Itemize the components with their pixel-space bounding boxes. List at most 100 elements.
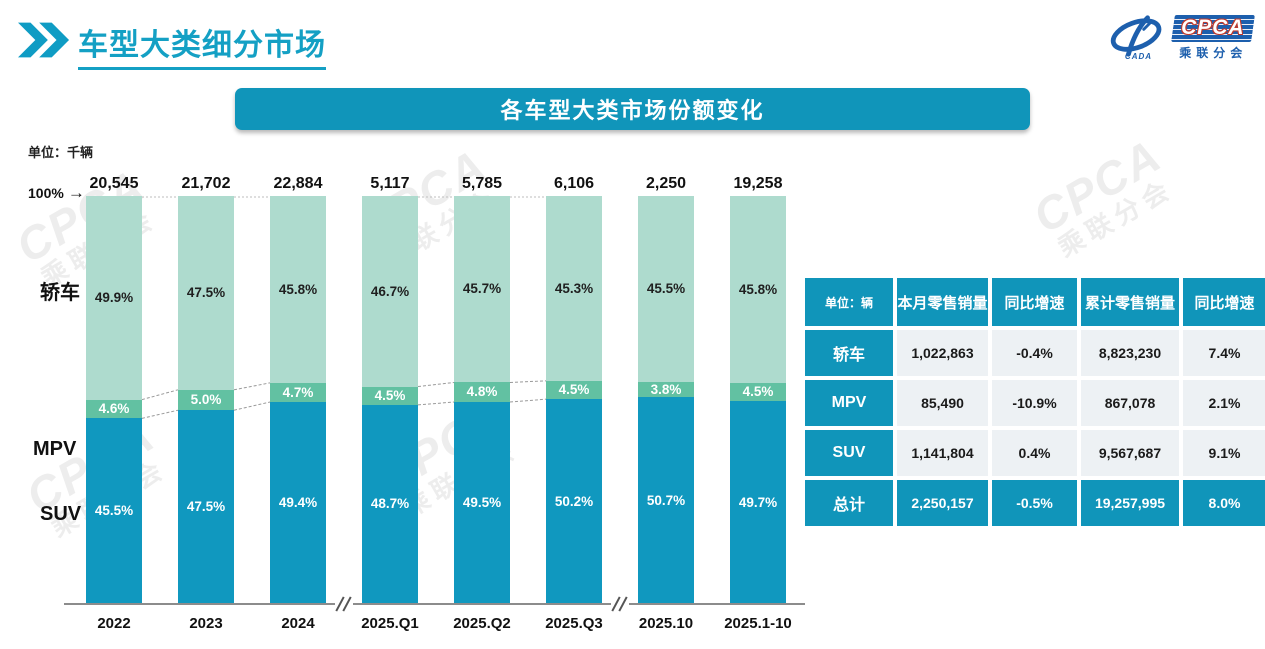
table-cell: 8.0%: [1183, 480, 1265, 526]
segment-percent-label: 45.5%: [646, 281, 686, 297]
table-cell: 1,141,804: [897, 430, 988, 476]
bar-segment-sedan: 46.7%: [362, 196, 418, 387]
cpca-chinese-name: 乘联分会: [1179, 45, 1248, 60]
bar-group: 19,258 45.8% 4.5% 49.7% 2025.1-10: [712, 170, 804, 632]
bar-segment-suv: 45.5%: [86, 418, 142, 604]
segment-percent-label: 49.7%: [738, 494, 778, 510]
segment-percent-label: 45.8%: [738, 281, 778, 297]
table-cell: 9,567,687: [1081, 430, 1179, 476]
stacked-bar: 49.9% 4.6% 45.5%: [86, 196, 142, 604]
x-axis-label: 2025.Q2: [453, 615, 511, 632]
emblem-icon: [1111, 15, 1162, 57]
segment-percent-label: 4.8%: [466, 384, 498, 400]
chart-title-banner: 各车型大类市场份额变化: [235, 88, 1030, 130]
page-header: 车型大类细分市场: [18, 20, 326, 70]
segment-percent-label: 50.7%: [646, 492, 686, 508]
bar-total-label: 5,117: [370, 175, 410, 192]
cpca-flag: CPCA: [1171, 14, 1255, 42]
axis-break-mark: [611, 596, 629, 612]
segment-percent-label: 45.7%: [462, 281, 502, 297]
bar-segment-mpv: 5.0%: [178, 389, 234, 411]
bar-segment-suv: 49.7%: [730, 401, 786, 604]
cada-text: CADA: [1124, 52, 1153, 61]
bar-segment-mpv: 4.5%: [546, 380, 602, 400]
double-chevron-icon: [18, 22, 70, 58]
bars-row: 20,545 49.9% 4.6% 45.5% 2022 21,702 47.5% 5.0% 4…: [68, 170, 804, 632]
bar-segment-suv: 47.5%: [178, 410, 234, 604]
table-cell: 9.1%: [1183, 430, 1265, 476]
bar-group: 20,545 49.9% 4.6% 45.5% 2022: [68, 170, 160, 632]
x-axis-label: 2025.1-10: [724, 615, 792, 632]
table-row-header: 轿车: [805, 330, 893, 376]
stacked-bar-chart: 20,545 49.9% 4.6% 45.5% 2022 21,702 47.5% 5.0% 4…: [64, 170, 805, 640]
bar-segment-mpv: 4.5%: [362, 386, 418, 405]
segment-percent-label: 50.2%: [554, 493, 594, 509]
table-column-header: 同比增速: [1183, 278, 1265, 326]
x-axis-label: 2025.10: [638, 615, 694, 632]
segment-percent-label: 5.0%: [190, 392, 222, 408]
bar-segment-sedan: 45.7%: [454, 196, 510, 383]
table-cell: -0.4%: [992, 330, 1077, 376]
bar-group: 6,106 45.3% 4.5% 50.2% 2025.Q3: [528, 170, 620, 632]
unit-label: 单位：千辆: [28, 145, 94, 160]
x-axis-line: [64, 603, 805, 605]
segment-percent-label: 4.5%: [558, 382, 590, 398]
bar-group: 22,884 45.8% 4.7% 49.4% 2024: [252, 170, 344, 632]
series-label-suv: SUV: [40, 503, 82, 525]
bar-segment-sedan: 45.5%: [638, 196, 694, 382]
series-label-mpv: MPV: [33, 438, 77, 460]
page-title: 车型大类细分市场: [78, 20, 326, 70]
segment-percent-label: 45.5%: [94, 503, 134, 519]
stacked-bar: 45.8% 4.7% 49.4%: [270, 196, 326, 604]
table-column-header: 本月零售销量: [897, 278, 988, 326]
x-axis-label: 2023: [189, 615, 223, 632]
segment-percent-label: 49.4%: [278, 495, 318, 511]
cpca-text: CPCA: [1181, 15, 1246, 39]
stacked-bar: 45.3% 4.5% 50.2%: [546, 196, 602, 604]
hundred-percent-label: 100% →: [28, 184, 85, 201]
segment-percent-label: 45.3%: [554, 280, 594, 296]
segment-percent-label: 49.9%: [94, 290, 134, 306]
table-column-header: 累计零售销量: [1081, 278, 1179, 326]
bar-group: 2,250 45.5% 3.8% 50.7% 2025.10: [620, 170, 712, 632]
table-cell: 7.4%: [1183, 330, 1265, 376]
table-cell: -0.5%: [992, 480, 1077, 526]
table-cell: 85,490: [897, 380, 988, 426]
bar-total-label: 6,106: [553, 175, 595, 192]
segment-percent-label: 47.5%: [186, 499, 226, 515]
summary-table: 单位：辆 本月零售销量 同比增速 累计零售销量 同比增速 轿车 1,022,863 -0.4%…: [805, 278, 1265, 526]
bar-group: 5,117 46.7% 4.5% 48.7% 2025.Q1: [344, 170, 436, 632]
cpca-logo: CADA CPCA 乘联分会: [1109, 14, 1255, 61]
bar-segment-suv: 50.7%: [638, 397, 694, 604]
table-cell: 8,823,230: [1081, 330, 1179, 376]
table-row-header: SUV: [805, 430, 893, 476]
bar-segment-sedan: 47.5%: [178, 196, 234, 390]
series-label-sedan: 轿车: [40, 282, 80, 304]
stacked-bar: 45.8% 4.5% 49.7%: [730, 196, 786, 604]
stacked-bar: 45.7% 4.8% 49.5%: [454, 196, 510, 604]
bar-total-label: 22,884: [273, 175, 323, 192]
x-axis-label: 2022: [97, 615, 131, 632]
table-unit-header: 单位：辆: [805, 278, 893, 326]
bar-segment-sedan: 49.9%: [86, 196, 142, 400]
table-cell: 2.1%: [1183, 380, 1265, 426]
bar-total-label: 5,785: [461, 175, 503, 192]
table-cell: 2,250,157: [897, 480, 988, 526]
bar-segment-mpv: 4.7%: [270, 382, 326, 403]
bar-segment-mpv: 4.6%: [86, 399, 142, 419]
right-arrow-icon: →: [67, 183, 85, 202]
bar-segment-suv: 49.5%: [454, 402, 510, 604]
table-column-header: 同比增速: [992, 278, 1077, 326]
bar-segment-mpv: 4.5%: [730, 382, 786, 402]
table-cell: -10.9%: [992, 380, 1077, 426]
segment-percent-label: 4.7%: [282, 384, 314, 400]
stacked-bar: 45.5% 3.8% 50.7%: [638, 196, 694, 604]
segment-percent-label: 4.5%: [742, 384, 774, 400]
bar-total-label: 2,250: [645, 175, 687, 192]
bar-total-label: 19,258: [733, 175, 783, 192]
table-row-header: MPV: [805, 380, 893, 426]
segment-percent-label: 46.7%: [370, 283, 410, 299]
bar-total-label: 21,702: [181, 175, 231, 192]
x-axis-label: 2025.Q3: [545, 615, 603, 632]
